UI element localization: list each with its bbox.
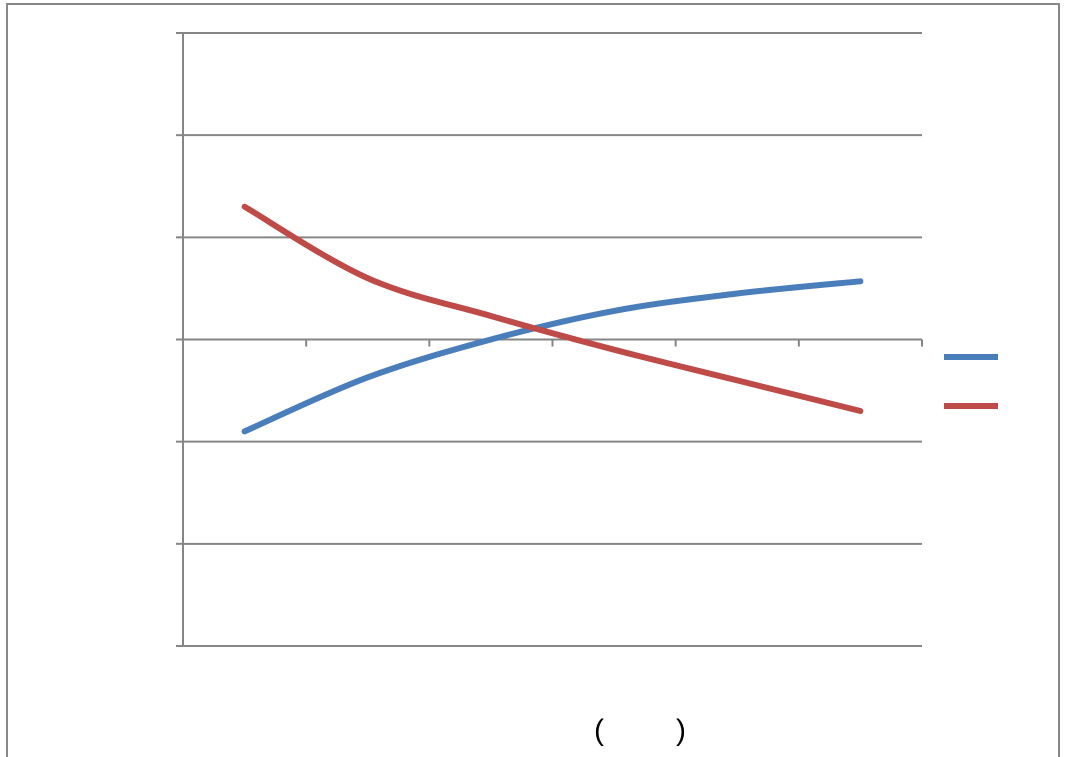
gridlines — [183, 32, 922, 647]
chart-border — [6, 3, 1060, 757]
series-line-1 — [241, 278, 864, 435]
series-line-2 — [241, 203, 864, 414]
legend — [944, 354, 998, 409]
footer-open-paren: ( — [594, 714, 604, 747]
series-lines — [241, 203, 864, 435]
axes — [176, 32, 923, 647]
footer-close-paren: ) — [676, 714, 686, 747]
